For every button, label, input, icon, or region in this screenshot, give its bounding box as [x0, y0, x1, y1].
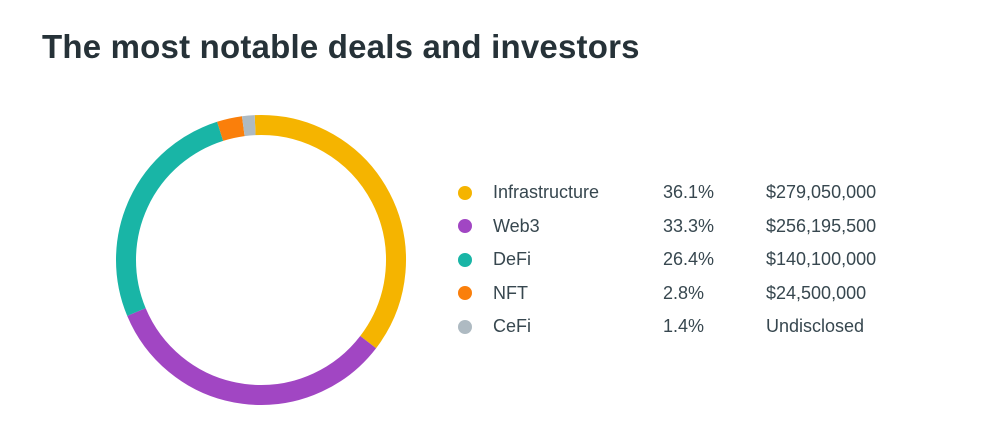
legend-amount: $24,500,000: [766, 282, 867, 303]
legend-item-nft: NFT 2.8% $24,500,000: [458, 277, 906, 311]
legend-amount: $140,100,000: [766, 249, 877, 270]
legend-label: Web3: [493, 215, 540, 236]
legend-item-infrastructure: Infrastructure 36.1% $279,050,000: [458, 176, 906, 210]
chart-title: The most notable deals and investors: [42, 28, 640, 65]
donut-slice-infrastructure: [254, 115, 406, 349]
donut-chart: [116, 115, 406, 405]
legend-percent: 2.8%: [663, 282, 705, 303]
legend-dot-infrastructure: [458, 185, 472, 200]
legend-amount: Undisclosed: [766, 316, 865, 337]
legend-item-defi: DeFi 26.4% $140,100,000: [458, 243, 906, 277]
legend-label: DeFi: [493, 249, 532, 270]
legend-percent: 1.4%: [663, 316, 705, 337]
donut-slice-web3: [127, 308, 377, 405]
legend-dot-cefi: [458, 319, 472, 334]
legend-label: NFT: [493, 282, 528, 303]
donut-slice-cefi: [241, 115, 256, 137]
legend-amount: $256,195,500: [766, 215, 877, 236]
legend-percent: 33.3%: [663, 215, 715, 236]
legend-item-cefi: CeFi 1.4% Undisclosed: [458, 310, 906, 344]
donut-slice-nft: [217, 116, 245, 141]
legend-label: Infrastructure: [493, 182, 600, 203]
legend-amount: $279,050,000: [766, 182, 877, 203]
legend-item-web3: Web3 33.3% $256,195,500: [458, 210, 906, 244]
legend: Infrastructure 36.1% $279,050,000 Web3 3…: [458, 176, 906, 344]
legend-percent: 26.4%: [663, 249, 715, 270]
legend-dot-defi: [458, 252, 472, 267]
legend-dot-web3: [458, 219, 472, 234]
legend-dot-nft: [458, 286, 472, 301]
legend-label: CeFi: [493, 316, 532, 337]
legend-percent: 36.1%: [663, 182, 715, 203]
donut-slice-defi: [116, 121, 224, 316]
